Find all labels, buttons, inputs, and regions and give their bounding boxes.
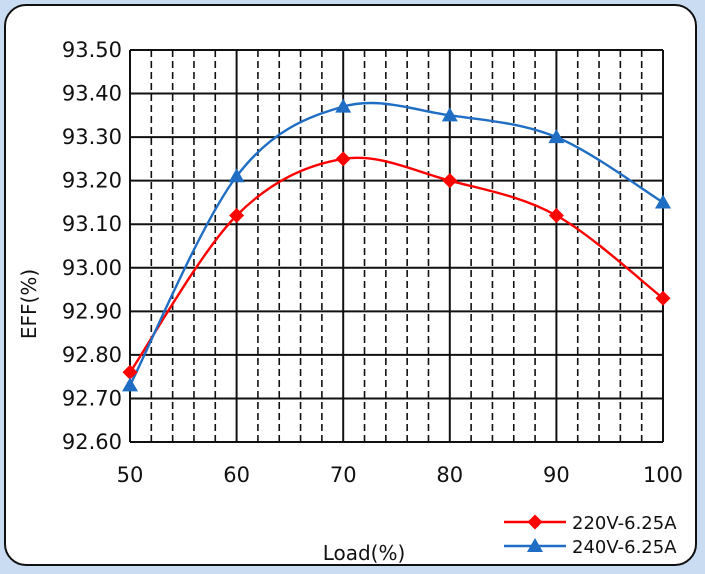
x-tick-label: 50 [117,463,144,487]
grid [129,49,664,443]
legend-marker-2 [527,538,543,552]
series-lines [128,101,664,386]
y-axis-label: EFF(%) [17,269,41,339]
y-tick-label: 92.60 [62,430,122,454]
series-2-point [228,168,245,183]
x-tick-label: 70 [330,463,357,487]
series-2-point [655,194,671,209]
y-tick-label: 93.00 [62,256,122,280]
chart-frame: 92.60 92.70 92.80 92.90 93.00 93.10 93.20 93.30… [4,4,697,566]
series-1-point [655,290,671,306]
efficiency-chart: 92.60 92.70 92.80 92.90 93.00 93.10 93.20 93.30… [17,38,683,565]
legend-marker-1 [527,514,543,530]
y-tick-label: 92.90 [62,299,122,323]
series-2-point [335,98,352,113]
series-1-point [335,151,351,167]
x-tick-label: 60 [223,463,250,487]
x-tick-label: 80 [436,463,463,487]
x-tick-label: 90 [543,463,570,487]
y-tick-label: 93.40 [62,82,122,106]
legend: 220V-6.25A 240V-6.25A [504,513,677,558]
series-line-2 [128,101,664,386]
x-tick-label: 100 [643,463,683,487]
series-1-point [229,208,245,224]
series-2-point [548,129,565,144]
series-1-point [122,364,138,380]
legend-label-1: 220V-6.25A [572,513,677,534]
tick-labels: 92.60 92.70 92.80 92.90 93.00 93.10 93.20 93.30… [62,38,683,487]
y-tick-label: 93.10 [62,212,122,236]
series-2-point [122,377,138,392]
series-line-1 [129,156,664,373]
y-tick-label: 93.20 [62,169,122,193]
legend-label-2: 240V-6.25A [572,537,677,558]
series-1-point [442,173,458,189]
series-1-point [548,208,564,224]
y-tick-label: 92.70 [62,386,122,410]
x-axis-label: Load(%) [323,541,406,565]
y-tick-label: 93.50 [62,38,122,62]
series-2-point [441,107,458,122]
series-markers [122,98,671,392]
y-tick-label: 93.30 [62,125,122,149]
y-tick-label: 92.80 [62,343,122,367]
